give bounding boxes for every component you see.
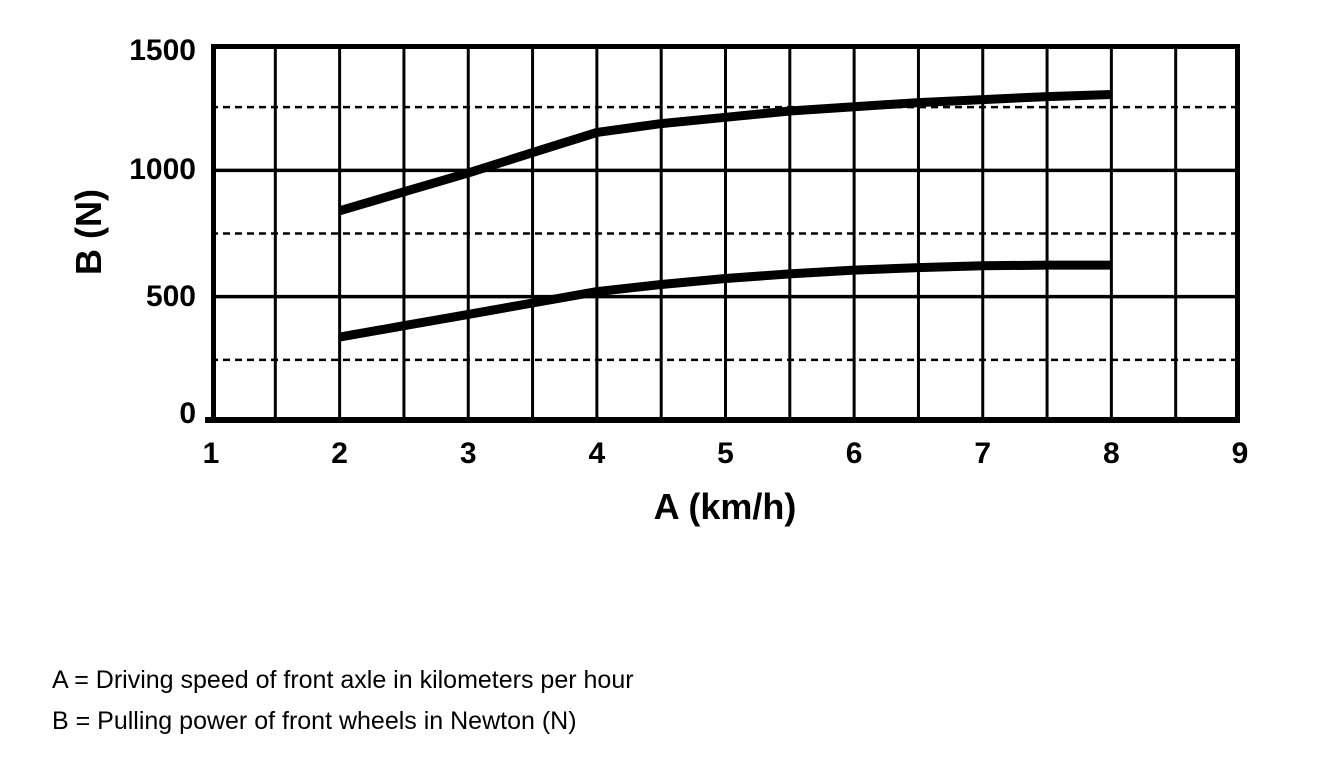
figure-caption: A = Driving speed of front axle in kilom…: [52, 660, 634, 742]
x-tick-label: 3: [459, 437, 477, 470]
x-tick-label: 4: [588, 437, 606, 470]
x-tick-label: 8: [1103, 437, 1120, 470]
x-tick-label: 7: [974, 437, 992, 470]
curve-upper: [338, 90, 1112, 216]
x-tick-label: 9: [1231, 437, 1249, 470]
x-tick-label: 5: [717, 437, 734, 470]
chart-plot: [205, 44, 1240, 423]
curve-lower: [338, 260, 1112, 342]
y-axis-title: B (N): [68, 189, 109, 275]
y-tick-label: 500: [145, 279, 196, 313]
caption-line-a: A = Driving speed of front axle in kilom…: [52, 666, 634, 694]
caption-line-b: B = Pulling power of front wheels in New…: [52, 707, 577, 735]
x-tick-label: 2: [331, 437, 348, 470]
y-tick-label: 0: [179, 397, 196, 430]
y-tick-label: 1500: [129, 34, 196, 67]
x-axis-title: A (km/h): [653, 486, 797, 527]
y-tick-label: 1000: [129, 153, 196, 187]
x-tick-label: 6: [845, 437, 863, 470]
x-tick-label: 1: [202, 437, 220, 470]
